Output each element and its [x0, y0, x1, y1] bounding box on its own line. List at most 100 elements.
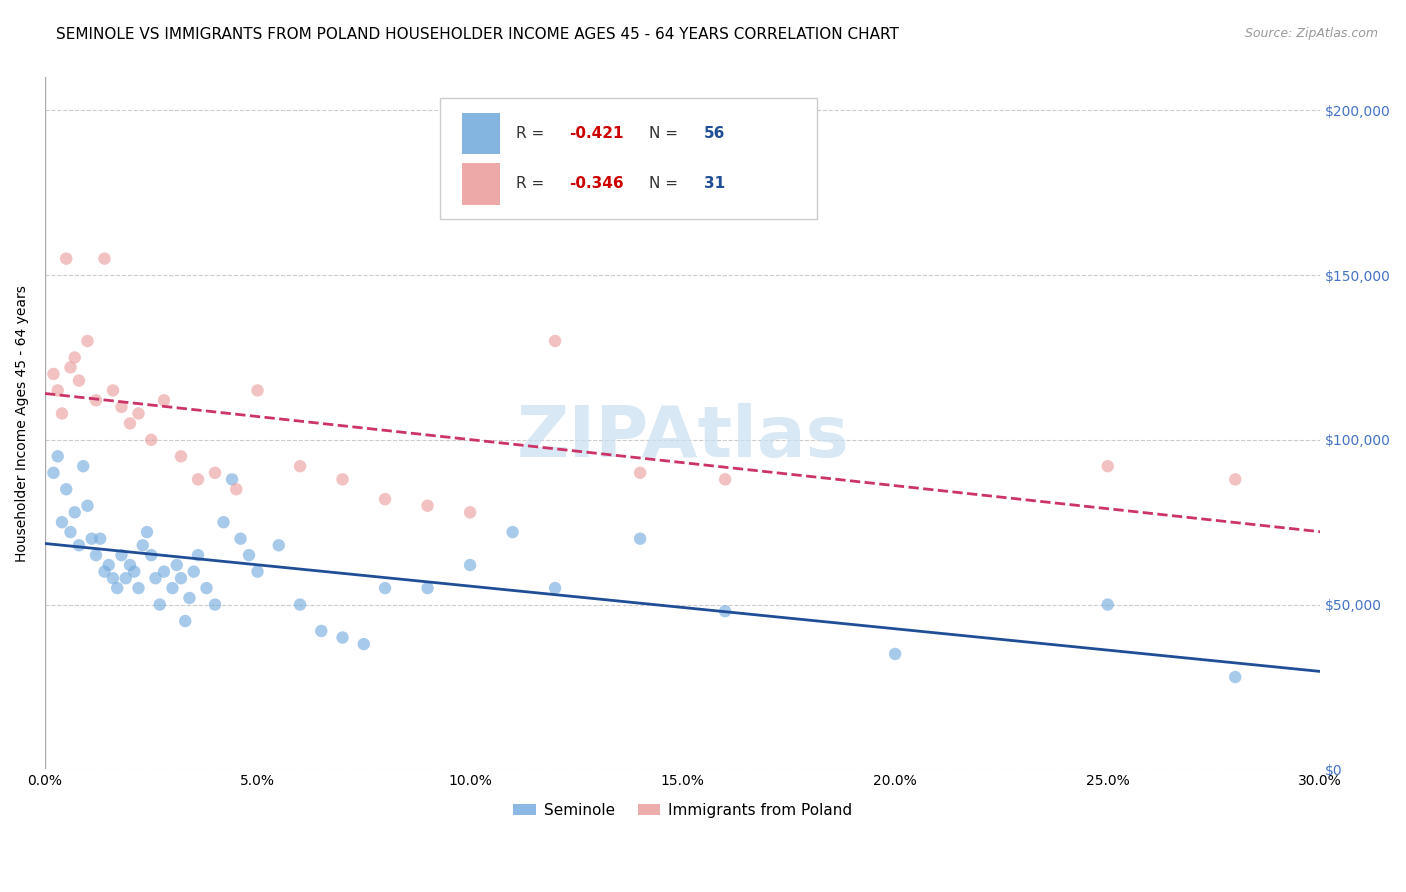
- Point: [136, 525, 159, 540]
- Point: [84, 548, 107, 562]
- Point: [628, 466, 651, 480]
- Point: [118, 558, 141, 572]
- Point: [128, 581, 150, 595]
- Point: [246, 565, 269, 579]
- Point: [311, 624, 333, 638]
- Point: [46, 450, 69, 464]
- Point: [80, 532, 103, 546]
- Legend: Seminole, Immigrants from Poland: Seminole, Immigrants from Poland: [508, 797, 859, 824]
- Point: [93, 252, 115, 266]
- Text: -0.421: -0.421: [569, 126, 624, 141]
- Point: [458, 505, 481, 519]
- Point: [544, 334, 567, 348]
- Point: [149, 598, 172, 612]
- Point: [212, 515, 235, 529]
- Bar: [463, 113, 501, 154]
- Point: [714, 472, 737, 486]
- Point: [1097, 459, 1119, 474]
- Point: [229, 532, 252, 546]
- Point: [246, 384, 269, 398]
- Point: [544, 581, 567, 595]
- Y-axis label: Householder Income Ages 45 - 64 years: Householder Income Ages 45 - 64 years: [15, 285, 30, 562]
- Point: [128, 407, 150, 421]
- Point: [374, 492, 396, 507]
- Text: ZIPAtlas: ZIPAtlas: [516, 402, 849, 472]
- Point: [332, 631, 354, 645]
- Point: [628, 532, 651, 546]
- Point: [374, 581, 396, 595]
- Point: [132, 538, 155, 552]
- Text: 56: 56: [704, 126, 725, 141]
- Text: SEMINOLE VS IMMIGRANTS FROM POLAND HOUSEHOLDER INCOME AGES 45 - 64 YEARS CORRELA: SEMINOLE VS IMMIGRANTS FROM POLAND HOUSE…: [56, 27, 898, 42]
- Point: [59, 360, 82, 375]
- Point: [93, 565, 115, 579]
- Point: [51, 515, 73, 529]
- Point: [118, 417, 141, 431]
- Point: [204, 466, 226, 480]
- Text: Source: ZipAtlas.com: Source: ZipAtlas.com: [1244, 27, 1378, 40]
- Point: [416, 581, 439, 595]
- Point: [153, 393, 176, 408]
- Point: [55, 483, 77, 497]
- Text: N =: N =: [650, 177, 683, 192]
- Point: [714, 604, 737, 618]
- Text: 31: 31: [704, 177, 725, 192]
- Point: [76, 334, 98, 348]
- Point: [84, 393, 107, 408]
- Text: N =: N =: [650, 126, 683, 141]
- Point: [170, 571, 193, 585]
- Point: [76, 499, 98, 513]
- Point: [1097, 598, 1119, 612]
- Point: [187, 548, 209, 562]
- FancyBboxPatch shape: [440, 98, 817, 219]
- Text: R =: R =: [516, 177, 548, 192]
- Point: [122, 565, 145, 579]
- Point: [502, 525, 524, 540]
- Point: [141, 548, 163, 562]
- Point: [42, 367, 65, 381]
- Point: [72, 459, 94, 474]
- Point: [63, 505, 86, 519]
- Point: [162, 581, 184, 595]
- Point: [101, 571, 124, 585]
- Point: [67, 538, 90, 552]
- Point: [416, 499, 439, 513]
- Point: [97, 558, 120, 572]
- Point: [195, 581, 218, 595]
- Point: [110, 400, 132, 414]
- Point: [174, 614, 197, 628]
- Point: [238, 548, 260, 562]
- Point: [183, 565, 205, 579]
- Point: [267, 538, 290, 552]
- Point: [114, 571, 136, 585]
- Point: [187, 472, 209, 486]
- Text: R =: R =: [516, 126, 548, 141]
- Point: [89, 532, 111, 546]
- Point: [67, 374, 90, 388]
- Bar: [463, 163, 501, 204]
- Point: [110, 548, 132, 562]
- Point: [1225, 670, 1247, 684]
- Point: [332, 472, 354, 486]
- Point: [179, 591, 201, 605]
- Point: [204, 598, 226, 612]
- Point: [55, 252, 77, 266]
- Point: [884, 647, 907, 661]
- Text: -0.346: -0.346: [569, 177, 624, 192]
- Point: [170, 450, 193, 464]
- Point: [46, 384, 69, 398]
- Point: [141, 433, 163, 447]
- Point: [166, 558, 188, 572]
- Point: [105, 581, 128, 595]
- Point: [225, 483, 247, 497]
- Point: [353, 637, 375, 651]
- Point: [1225, 472, 1247, 486]
- Point: [288, 459, 311, 474]
- Point: [51, 407, 73, 421]
- Point: [458, 558, 481, 572]
- Point: [101, 384, 124, 398]
- Point: [153, 565, 176, 579]
- Point: [221, 472, 243, 486]
- Point: [42, 466, 65, 480]
- Point: [59, 525, 82, 540]
